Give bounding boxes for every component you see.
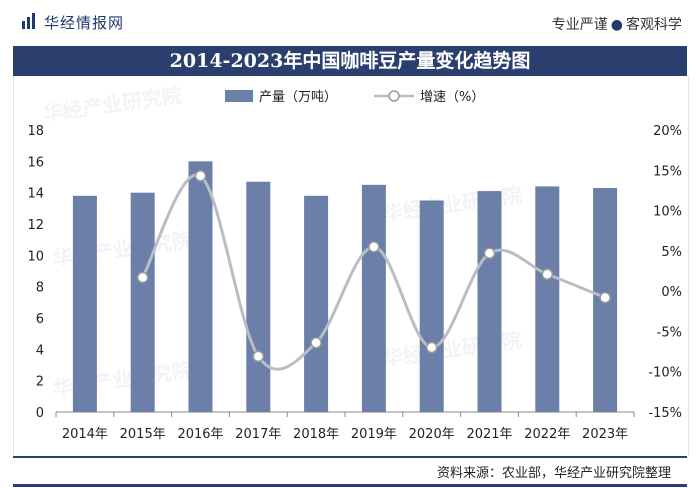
x-tick-label: 2020年 — [409, 427, 455, 442]
watermarks: 华经产业研究院 华经产业研究院 华经产业研究院 华经产业研究院 华经产业研究院 — [41, 83, 523, 401]
right-axis: -15% -10% -5% 0% 5% 10% 15% 20% — [648, 124, 682, 421]
source-note: 资料来源：农业部，华经产业研究院整理 — [436, 466, 671, 481]
bar-2018年 — [304, 195, 329, 412]
right-tick-label: 0% — [661, 285, 682, 300]
right-tick-label: 20% — [653, 124, 682, 139]
right-tick-label: 5% — [661, 245, 682, 260]
left-tick-label: 0 — [36, 406, 44, 421]
right-tick-label: -15% — [648, 406, 682, 421]
legend-bar-label: 产量（万吨） — [259, 90, 337, 105]
footer: 资料来源：农业部，华经产业研究院整理 — [13, 456, 687, 482]
bar-2019年 — [361, 184, 386, 412]
x-axis-labels: 2014年 2015年 2016年 2017年 2018年 2019年 2020年 2021年… — [55, 412, 635, 442]
bottom-rule — [13, 484, 687, 487]
svg-text:华经产业研究院: 华经产业研究院 — [51, 228, 193, 271]
svg-text:华经产业研究院: 华经产业研究院 — [381, 328, 523, 371]
growth-point-2023年 — [599, 291, 611, 304]
bar-2016年 — [188, 161, 213, 412]
left-tick-label: 18 — [27, 124, 44, 139]
growth-point-2020年 — [425, 341, 438, 354]
svg-text:华经产业研究院: 华经产业研究院 — [41, 83, 183, 126]
bar-2014年 — [72, 195, 97, 412]
slogan-left: 专业严谨 — [551, 17, 608, 33]
growth-point-2015年 — [136, 271, 149, 284]
chart-title: 2014-2023年中国咖啡豆产量变化趋势图 — [13, 46, 687, 76]
x-tick-label: 2019年 — [351, 427, 397, 442]
x-tick-label: 2023年 — [582, 427, 628, 442]
growth-point-2019年 — [368, 241, 380, 253]
line-series — [136, 170, 611, 371]
x-tick-label: 2018年 — [293, 427, 339, 442]
bar-series — [72, 161, 618, 412]
slogan-separator: ● — [610, 17, 623, 33]
right-tick-label: 10% — [653, 205, 682, 220]
left-tick-label: 2 — [36, 375, 44, 390]
x-tick-label: 2016年 — [177, 427, 223, 442]
x-tick-label: 2022年 — [524, 427, 570, 442]
x-tick-label: 2014年 — [62, 427, 108, 442]
growth-point-2021年 — [483, 247, 496, 260]
growth-point-2018年 — [310, 336, 322, 349]
left-tick-label: 8 — [36, 281, 44, 296]
growth-point-2022年 — [541, 268, 554, 280]
slogan-right: 客观科学 — [626, 17, 682, 33]
x-tick-label: 2021年 — [466, 427, 512, 442]
right-tick-label: -5% — [657, 325, 682, 340]
svg-text:华经产业研究院: 华经产业研究院 — [51, 358, 193, 401]
left-tick-label: 4 — [36, 343, 44, 358]
legend-line-marker — [388, 90, 400, 102]
left-tick-label: 6 — [36, 312, 44, 327]
chart-svg: 华经产业研究院 华经产业研究院 华经产业研究院 华经产业研究院 华经产业研究院 … — [27, 83, 682, 442]
bar-2015年 — [130, 192, 155, 412]
legend-line-label: 增速（%） — [420, 90, 484, 105]
x-tick-label: 2015年 — [120, 427, 166, 442]
header-bar: 华经情报网 专业严谨 ● 客观科学 — [0, 0, 700, 46]
bar-chart-logo-icon — [22, 13, 35, 29]
slogan: 专业严谨 ● 客观科学 — [552, 14, 682, 34]
left-tick-label: 10 — [27, 249, 44, 264]
left-tick-label: 16 — [27, 155, 44, 170]
x-tick-label: 2017年 — [235, 427, 281, 442]
legend-bar-swatch — [225, 90, 253, 102]
chart-area: 华经产业研究院 华经产业研究院 华经产业研究院 华经产业研究院 华经产业研究院 … — [13, 76, 689, 456]
bar-2022年 — [535, 186, 560, 412]
left-axis: 0 2 4 6 8 10 12 14 16 18 — [27, 124, 44, 421]
right-tick-label: 15% — [653, 164, 682, 179]
growth-point-2016年 — [194, 170, 207, 182]
bar-2020年 — [419, 200, 444, 412]
bar-2017年 — [246, 181, 271, 412]
growth-point-2017年 — [252, 350, 265, 363]
left-tick-label: 12 — [27, 218, 44, 233]
brand-name: 华经情报网 — [44, 14, 125, 32]
left-tick-label: 14 — [27, 187, 44, 202]
right-tick-label: -10% — [648, 366, 682, 381]
bar-2021年 — [477, 191, 502, 412]
growth-line-path — [141, 173, 606, 371]
svg-text:华经产业研究院: 华经产业研究院 — [381, 183, 523, 226]
legend: 产量（万吨） 增速（%） — [225, 90, 484, 105]
